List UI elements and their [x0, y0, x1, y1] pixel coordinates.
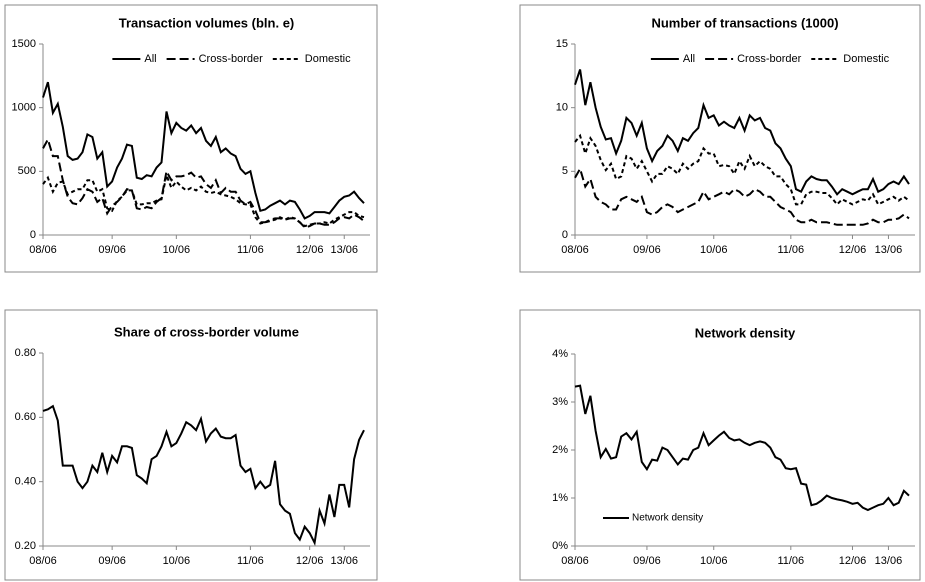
y-tick-label: 0	[562, 229, 568, 241]
data-line	[42, 404, 365, 547]
x-tick-label: 12/06	[296, 244, 324, 256]
x-tick-label: 13/06	[875, 555, 903, 567]
chart-frame	[4, 309, 378, 581]
y-tick-label: 0.40	[15, 476, 36, 488]
x-tick-label: 11/06	[777, 555, 804, 567]
data-line	[574, 69, 910, 196]
legend-label: All	[144, 53, 156, 65]
chart-title: Transaction volumes (bln. e)	[119, 15, 295, 30]
chart-frame	[519, 309, 921, 581]
y-tick-label: 0.60	[15, 411, 36, 423]
y-tick-label: 2%	[552, 444, 568, 456]
data-line	[574, 166, 910, 226]
x-tick-label: 13/06	[875, 244, 903, 256]
y-tick-label: 15	[556, 38, 568, 50]
y-tick-label: 0.20	[15, 540, 36, 552]
y-tick-label: 1500	[12, 38, 36, 50]
chart-title: Network density	[695, 325, 796, 340]
legend-label: Domestic	[843, 53, 889, 65]
x-tick-label: 09/06	[98, 244, 126, 256]
x-tick-label: 10/06	[700, 244, 728, 256]
data-line	[42, 81, 365, 220]
y-tick-label: 5	[562, 165, 568, 177]
y-tick-label: 1000	[12, 102, 36, 114]
data-line	[574, 133, 910, 206]
y-tick-label: 1%	[552, 492, 568, 504]
x-tick-label: 09/06	[633, 244, 661, 256]
x-tick-label: 12/06	[839, 555, 867, 567]
x-tick-label: 10/06	[163, 555, 191, 567]
x-tick-label: 11/06	[777, 244, 804, 256]
x-tick-label: 09/06	[98, 555, 126, 567]
x-tick-label: 12/06	[296, 555, 324, 567]
x-tick-label: 08/06	[561, 555, 589, 567]
x-tick-label: 08/06	[561, 244, 589, 256]
x-tick-label: 11/06	[237, 244, 264, 256]
x-tick-label: 08/06	[29, 244, 57, 256]
x-tick-label: 13/06	[330, 555, 358, 567]
legend-label: Domestic	[305, 53, 351, 65]
legend-label: Cross-border	[199, 53, 264, 65]
x-tick-label: 13/06	[330, 244, 358, 256]
x-tick-label: 10/06	[163, 244, 191, 256]
y-tick-label: 0	[30, 229, 36, 241]
y-tick-label: 0.80	[15, 347, 36, 359]
y-tick-label: 3%	[552, 396, 568, 408]
data-line	[574, 384, 910, 512]
chart-frame	[4, 4, 378, 273]
y-tick-label: 4%	[552, 348, 568, 360]
x-tick-label: 12/06	[839, 244, 867, 256]
legend-label: Cross-border	[737, 53, 802, 65]
data-line	[42, 171, 365, 228]
data-line	[42, 136, 365, 229]
chart-title: Number of transactions (1000)	[651, 15, 838, 30]
x-tick-label: 10/06	[700, 555, 728, 567]
x-tick-label: 08/06	[29, 555, 57, 567]
chart-title: Share of cross-border volume	[114, 324, 299, 339]
y-tick-label: 10	[556, 102, 568, 114]
y-tick-label: 500	[18, 165, 36, 177]
legend-label: Network density	[632, 513, 703, 524]
legend-label: All	[683, 53, 695, 65]
chart-frame	[519, 4, 921, 273]
x-tick-label: 09/06	[633, 555, 661, 567]
y-tick-label: 0%	[552, 540, 568, 552]
x-tick-label: 11/06	[237, 555, 264, 567]
